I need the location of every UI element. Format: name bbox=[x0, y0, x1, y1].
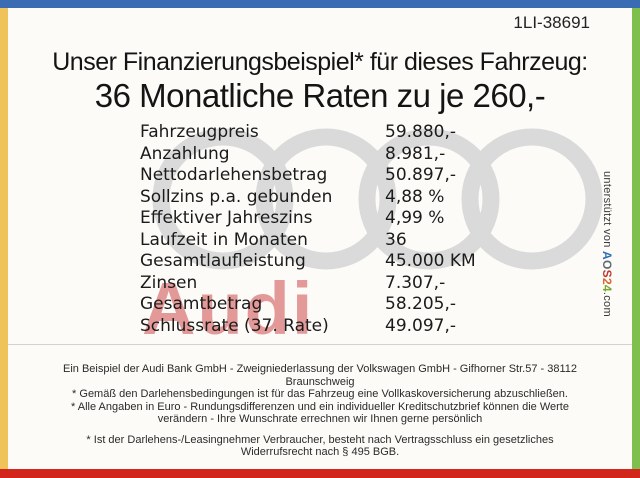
row-label: Nettodarlehensbetrag bbox=[140, 165, 328, 185]
row-value: 7.307,- bbox=[385, 272, 446, 293]
row-label: Schlussrate (37. Rate) bbox=[140, 315, 329, 336]
footer-line: Ein Beispiel der Audi Bank GmbH - Zweign… bbox=[63, 363, 577, 375]
supported-by-note: unterstützt von AOS24.com bbox=[600, 171, 614, 317]
row-label: Gesamtbetrag bbox=[140, 294, 263, 314]
aos24-logo: AOS24 bbox=[600, 251, 614, 292]
supported-by-text: unterstützt von bbox=[601, 171, 613, 252]
page-subtitle: 36 Monatliche Raten zu je 260,- bbox=[94, 77, 546, 114]
table-row: Gesamtbetrag 58.205,- bbox=[140, 294, 590, 316]
row-value: 50.897,- bbox=[385, 165, 457, 185]
footer-line: * Gemäß den Darlehensbedingungen ist für… bbox=[72, 388, 568, 400]
row-label: Laufzeit in Monaten bbox=[140, 229, 308, 250]
table-row: Nettodarlehensbetrag 50.897,- bbox=[140, 165, 590, 187]
footer-line: * Ist der Darlehens-/Leasingnehmer Verbr… bbox=[86, 433, 554, 446]
frame-bar-top bbox=[0, 0, 640, 8]
page-title: Unser Finanzierungsbeispiel* für dieses … bbox=[52, 48, 588, 76]
financing-table: Fahrzeugpreis 59.880,- Anzahlung 8.981,-… bbox=[140, 122, 590, 337]
footer-line: * Alle Angaben in Euro - Rundungsdiffere… bbox=[71, 400, 569, 413]
table-row: Fahrzeugpreis 59.880,- bbox=[140, 122, 590, 144]
legal-footer: Ein Beispiel der Audi Bank GmbH - Zweign… bbox=[30, 363, 610, 459]
row-label: Sollzins p.a. gebunden bbox=[140, 186, 333, 207]
frame-bar-right bbox=[632, 8, 640, 469]
row-value: 45.000 KM bbox=[385, 251, 476, 271]
frame-bar-bottom bbox=[0, 469, 640, 478]
aos24-domain-suffix: .com bbox=[601, 291, 613, 317]
table-row: Laufzeit in Monaten 36 bbox=[140, 230, 590, 252]
table-row: Gesamtlaufleistung 45.000 KM bbox=[140, 251, 590, 273]
row-label: Zinsen bbox=[140, 272, 198, 293]
footer-line: Widerrufsrecht nach § 495 BGB. bbox=[240, 446, 400, 458]
row-value: 49.097,- bbox=[385, 315, 457, 336]
doc-id: 1LI-38691 bbox=[513, 13, 590, 32]
table-row: Sollzins p.a. gebunden 4,88 % bbox=[140, 187, 590, 209]
table-row: Zinsen 7.307,- bbox=[140, 273, 590, 295]
footer-divider bbox=[8, 344, 632, 345]
table-row: Effektiver Jahreszins 4,99 % bbox=[140, 208, 590, 230]
table-row: Anzahlung 8.981,- bbox=[140, 144, 590, 166]
row-label: Gesamtlaufleistung bbox=[140, 251, 306, 271]
row-label: Effektiver Jahreszins bbox=[140, 208, 313, 228]
row-label: Anzahlung bbox=[140, 143, 230, 164]
row-value: 36 bbox=[385, 229, 407, 250]
frame-bar-left bbox=[0, 8, 8, 469]
row-label: Fahrzeugpreis bbox=[140, 122, 259, 142]
audi-text-watermark: Audi bbox=[142, 267, 315, 350]
row-value: 8.981,- bbox=[385, 143, 446, 164]
footer-line: Braunschweig bbox=[285, 375, 355, 388]
row-value: 4,88 % bbox=[385, 186, 445, 207]
row-value: 58.205,- bbox=[385, 294, 457, 314]
table-row: Schlussrate (37. Rate) 49.097,- bbox=[140, 316, 590, 338]
footer-line: verändern - Ihre Wunschrate errechnen wi… bbox=[157, 413, 483, 425]
row-value: 59.880,- bbox=[385, 122, 457, 142]
row-value: 4,99 % bbox=[385, 208, 445, 228]
